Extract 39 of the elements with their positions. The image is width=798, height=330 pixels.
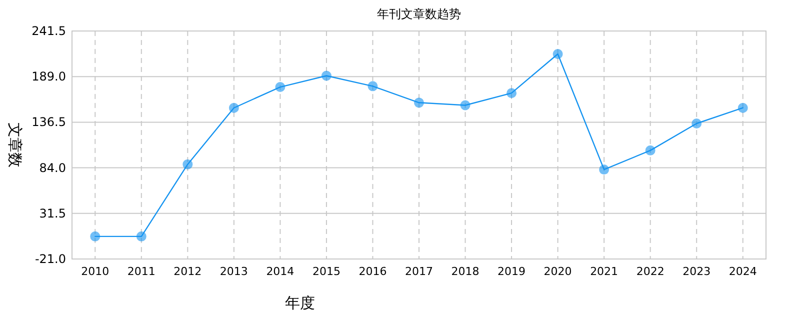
point	[692, 118, 702, 129]
point	[368, 81, 378, 92]
point	[460, 100, 470, 110]
point	[228, 102, 239, 113]
x-tick-label: 2022	[636, 265, 664, 278]
x-tick-label: 2018	[451, 265, 480, 278]
x-tick-label: 2016	[358, 265, 387, 278]
y-axis-title: 文章数	[6, 122, 24, 168]
point	[90, 231, 100, 242]
x-tick-label: 2019	[498, 265, 526, 278]
x-tick-label: 2023	[682, 265, 711, 278]
point	[506, 88, 517, 98]
point	[599, 164, 610, 175]
point	[275, 82, 286, 92]
x-tick-label: 2013	[220, 265, 248, 278]
y-tick-label: 189.0	[32, 70, 66, 84]
x-tick-label: 2014	[266, 265, 294, 278]
x-tick-label: 2012	[174, 265, 202, 278]
point	[738, 102, 748, 113]
point	[321, 70, 332, 81]
point	[414, 98, 424, 108]
x-tick-label: 2011	[127, 265, 156, 278]
x-tick-label: 2017	[405, 265, 433, 278]
y-tick-label: 241.5	[32, 24, 66, 38]
x-axis-title: 年度	[285, 294, 315, 312]
point	[182, 159, 193, 170]
x-tick-label: 2024	[728, 265, 757, 278]
x-tick-label: 2015	[312, 265, 340, 278]
x-tick-label: 2021	[590, 265, 618, 278]
x-tick-label: 2020	[544, 265, 572, 278]
point	[645, 145, 656, 156]
chart-title: 年刊文章数趋势	[377, 7, 461, 21]
y-tick-label: 136.5	[32, 115, 66, 130]
x-tick-label: 2010	[81, 265, 110, 278]
y-tick-label: 84.0	[39, 160, 66, 175]
point	[136, 231, 146, 242]
point	[552, 49, 563, 60]
y-tick-label: -21.0	[34, 252, 66, 266]
y-tick-label: 31.5	[39, 206, 66, 220]
